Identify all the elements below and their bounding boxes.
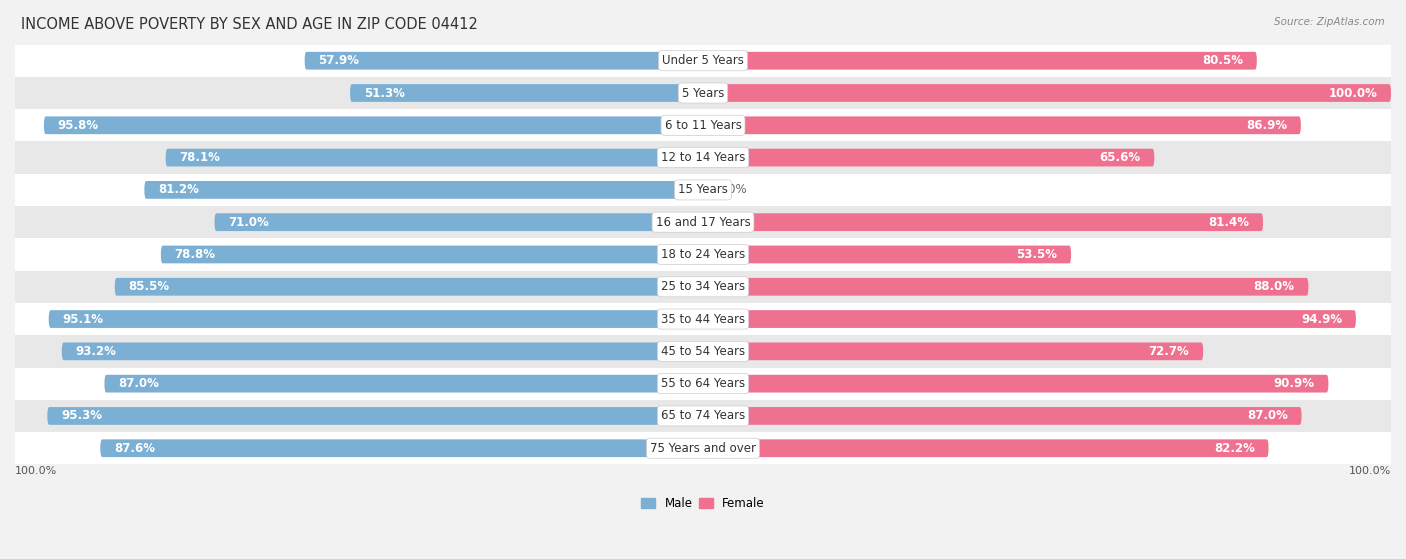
FancyBboxPatch shape — [703, 407, 1302, 425]
Bar — [15, 335, 1391, 367]
Text: 87.0%: 87.0% — [118, 377, 159, 390]
Bar — [15, 303, 1391, 335]
Bar — [15, 77, 1391, 109]
Text: 94.9%: 94.9% — [1301, 312, 1343, 325]
FancyBboxPatch shape — [703, 116, 1301, 134]
FancyBboxPatch shape — [305, 52, 703, 69]
Text: 90.9%: 90.9% — [1274, 377, 1315, 390]
Text: 88.0%: 88.0% — [1254, 280, 1295, 293]
Text: Source: ZipAtlas.com: Source: ZipAtlas.com — [1274, 17, 1385, 27]
FancyBboxPatch shape — [703, 278, 1309, 296]
FancyBboxPatch shape — [703, 439, 1268, 457]
FancyBboxPatch shape — [703, 84, 1391, 102]
Text: 5 Years: 5 Years — [682, 87, 724, 100]
FancyBboxPatch shape — [44, 116, 703, 134]
Text: 35 to 44 Years: 35 to 44 Years — [661, 312, 745, 325]
Text: 87.0%: 87.0% — [1247, 409, 1288, 423]
Bar — [15, 400, 1391, 432]
Text: 65 to 74 Years: 65 to 74 Years — [661, 409, 745, 423]
FancyBboxPatch shape — [703, 52, 1257, 69]
Text: 95.8%: 95.8% — [58, 119, 98, 132]
Text: 100.0%: 100.0% — [1329, 87, 1378, 100]
Bar — [15, 141, 1391, 174]
Text: 81.4%: 81.4% — [1208, 216, 1250, 229]
Text: 16 and 17 Years: 16 and 17 Years — [655, 216, 751, 229]
Text: 95.3%: 95.3% — [60, 409, 103, 423]
Text: INCOME ABOVE POVERTY BY SEX AND AGE IN ZIP CODE 04412: INCOME ABOVE POVERTY BY SEX AND AGE IN Z… — [21, 17, 478, 32]
Text: 86.9%: 86.9% — [1246, 119, 1286, 132]
FancyBboxPatch shape — [49, 310, 703, 328]
FancyBboxPatch shape — [62, 343, 703, 360]
Text: 25 to 34 Years: 25 to 34 Years — [661, 280, 745, 293]
Text: 78.1%: 78.1% — [180, 151, 221, 164]
Bar — [15, 432, 1391, 465]
Text: 12 to 14 Years: 12 to 14 Years — [661, 151, 745, 164]
Text: 80.5%: 80.5% — [1202, 54, 1243, 67]
Text: 55 to 64 Years: 55 to 64 Years — [661, 377, 745, 390]
FancyBboxPatch shape — [145, 181, 703, 199]
FancyBboxPatch shape — [703, 375, 1329, 392]
Text: 82.2%: 82.2% — [1213, 442, 1254, 454]
Text: 18 to 24 Years: 18 to 24 Years — [661, 248, 745, 261]
Text: 85.5%: 85.5% — [128, 280, 170, 293]
Text: 0.0%: 0.0% — [717, 183, 747, 196]
FancyBboxPatch shape — [703, 214, 1263, 231]
FancyBboxPatch shape — [104, 375, 703, 392]
FancyBboxPatch shape — [703, 245, 1071, 263]
Legend: Male, Female: Male, Female — [637, 492, 769, 515]
Bar — [15, 206, 1391, 238]
FancyBboxPatch shape — [215, 214, 703, 231]
Text: 6 to 11 Years: 6 to 11 Years — [665, 119, 741, 132]
Text: 87.6%: 87.6% — [114, 442, 155, 454]
Text: 71.0%: 71.0% — [228, 216, 269, 229]
FancyBboxPatch shape — [160, 245, 703, 263]
FancyBboxPatch shape — [48, 407, 703, 425]
Text: 78.8%: 78.8% — [174, 248, 215, 261]
Text: 72.7%: 72.7% — [1149, 345, 1189, 358]
FancyBboxPatch shape — [100, 439, 703, 457]
Text: 75 Years and over: 75 Years and over — [650, 442, 756, 454]
FancyBboxPatch shape — [703, 149, 1154, 167]
Text: 100.0%: 100.0% — [1348, 466, 1391, 476]
Text: 45 to 54 Years: 45 to 54 Years — [661, 345, 745, 358]
Bar — [15, 174, 1391, 206]
Text: 100.0%: 100.0% — [15, 466, 58, 476]
Text: 15 Years: 15 Years — [678, 183, 728, 196]
Text: 51.3%: 51.3% — [364, 87, 405, 100]
FancyBboxPatch shape — [115, 278, 703, 296]
Text: 93.2%: 93.2% — [76, 345, 117, 358]
Text: 53.5%: 53.5% — [1017, 248, 1057, 261]
Text: 65.6%: 65.6% — [1099, 151, 1140, 164]
Bar — [15, 109, 1391, 141]
Bar — [15, 271, 1391, 303]
FancyBboxPatch shape — [703, 343, 1204, 360]
FancyBboxPatch shape — [350, 84, 703, 102]
FancyBboxPatch shape — [703, 310, 1355, 328]
Bar — [15, 45, 1391, 77]
Text: Under 5 Years: Under 5 Years — [662, 54, 744, 67]
Text: 95.1%: 95.1% — [62, 312, 104, 325]
Text: 57.9%: 57.9% — [318, 54, 360, 67]
Bar — [15, 367, 1391, 400]
Text: 81.2%: 81.2% — [157, 183, 200, 196]
Bar — [15, 238, 1391, 271]
FancyBboxPatch shape — [166, 149, 703, 167]
